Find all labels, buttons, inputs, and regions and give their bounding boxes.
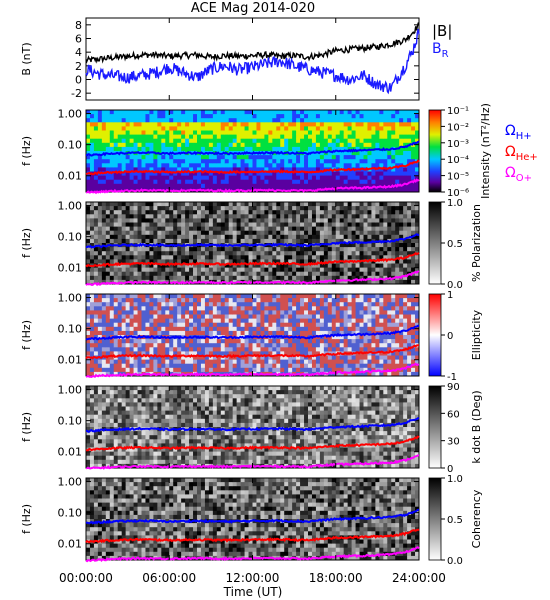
colorbar-tick-label: 10⁻³ <box>447 139 469 150</box>
freq-tick-label: 0.01 <box>58 354 83 367</box>
b-r-series-line <box>85 28 420 95</box>
colorbar-tick-label: 0.0 <box>447 556 463 567</box>
freq-tick-label: 0.10 <box>58 231 83 244</box>
b-ylabel-text: B (nT) <box>20 42 33 75</box>
colorbar-tick-label: 0 <box>447 331 453 342</box>
figure-title: ACE Mag 2014-020 <box>191 1 315 16</box>
time-tick-label: 18:00:00 <box>309 571 363 585</box>
kdotb-spectrogram <box>86 386 420 469</box>
intensity-spectrogram <box>86 110 420 193</box>
colorbar-tick-label: 10⁻⁵ <box>447 172 469 183</box>
legend-omega-o: ΩO+ <box>505 165 532 184</box>
spectrogram-ylabel: f (Hz) <box>20 504 33 534</box>
b-ytick-label: 2 <box>75 60 82 73</box>
x-axis-label: Time (UT) <box>223 585 283 599</box>
freq-tick-label: 0.01 <box>58 538 83 551</box>
freq-tick-label: 0.10 <box>58 507 83 520</box>
colorbar-tick-label: 0.5 <box>447 239 463 250</box>
spectrogram-ylabel: f (Hz) <box>20 136 33 166</box>
colorbar-tick-label: 1.0 <box>447 474 463 485</box>
colorbar-label: Ellipticity <box>470 309 483 360</box>
b-total-series-line <box>85 22 420 64</box>
b-ylabel: B (nT) <box>20 42 33 75</box>
intensity-colorbar <box>428 109 442 193</box>
legend-omega-he: ΩHe+ <box>505 144 538 163</box>
spectrogram-ylabel: f (Hz) <box>20 320 33 350</box>
colorbar-tick-label: 60 <box>447 409 460 420</box>
freq-tick-label: 0.10 <box>58 415 83 428</box>
colorbar-label: Coherency <box>470 489 483 548</box>
colorbar-tick-label: 1.0 <box>447 198 463 209</box>
gyrofreq-h-plus-line <box>85 508 420 525</box>
gyrofreq-he-plus-line <box>85 159 420 176</box>
freq-tick-label: 1.00 <box>58 292 83 305</box>
legend-omega-h: ΩH+ <box>505 123 532 142</box>
colorbar-tick-label: 10⁻¹ <box>447 106 469 117</box>
gyrofreq-he-plus-line <box>85 528 420 544</box>
colorbar-tick-label: 0.5 <box>447 515 463 526</box>
freq-tick-label: 0.01 <box>58 446 83 459</box>
b-ytick: -2 <box>71 87 419 100</box>
colorbar-tick-label: 10⁻² <box>447 122 469 133</box>
polarization-panel <box>85 201 442 285</box>
time-axis: 00:00:00 06:00:00 12:00:00 18:00:00 24:00:00 <box>59 18 446 585</box>
polarization-spectrogram <box>86 202 420 285</box>
colorbar-label: k dot B (Deg) <box>470 390 483 463</box>
b-ytick-label: 0 <box>75 74 82 87</box>
freq-tick-label: 0.01 <box>58 170 83 183</box>
gyrofreq-he-plus-line <box>85 344 420 360</box>
colorbar-tick-label: 90 <box>447 382 460 393</box>
gyrofreq-h-plus-line <box>85 233 420 249</box>
colorbar-label: % Polarization <box>470 204 483 282</box>
spectrogram-ylabel: f (Hz) <box>20 228 33 258</box>
b-ytick-label: -2 <box>71 87 82 100</box>
colorbar-tick-label: 30 <box>447 437 460 448</box>
freq-tick-label: 0.10 <box>58 323 83 336</box>
legend-b-total: |B| <box>432 22 452 40</box>
ellipticity-colorbar <box>428 293 442 377</box>
intensity-panel <box>85 109 442 193</box>
colorbar-tick-label: 10⁻⁶ <box>447 188 469 199</box>
spectrogram-labels: f (Hz)0.010.101.0010⁻⁶10⁻⁵10⁻⁴10⁻³10⁻²10… <box>20 103 492 567</box>
colorbar-tick-label: -1 <box>447 372 457 383</box>
b-ytick-label: 8 <box>75 19 82 32</box>
gyrofreq-h-plus-line <box>85 140 420 157</box>
colorbar-tick-label: 1 <box>447 290 453 301</box>
time-tick-label: 06:00:00 <box>142 571 196 585</box>
colorbar-label: Intensity (nT²/Hz) <box>479 103 492 199</box>
time-tick-label: 12:00:00 <box>226 571 280 585</box>
b-ytick: 0 <box>75 74 419 87</box>
coherency-spectrogram <box>86 478 420 561</box>
freq-tick-label: 0.01 <box>58 262 83 275</box>
b-panel-frame <box>85 17 420 101</box>
gyrofreq-he-plus-line <box>85 435 420 452</box>
legend-b-r: BR <box>432 41 449 60</box>
gyrofreq-h-plus-line <box>85 324 420 341</box>
spectrogram-ylabel: f (Hz) <box>20 412 33 442</box>
kdotb-colorbar <box>428 385 442 469</box>
freq-tick-label: 1.00 <box>58 108 83 121</box>
colorbar-tick-label: 10⁻⁴ <box>447 155 469 166</box>
freq-tick-label: 1.00 <box>58 200 83 213</box>
time-tick-label: 00:00:00 <box>59 571 113 585</box>
freq-tick-label: 1.00 <box>58 476 83 489</box>
freq-tick-label: 0.10 <box>58 139 83 152</box>
gyrofreq-he-plus-line <box>85 251 420 268</box>
gyrofreq-h-plus-line <box>85 417 420 433</box>
b-ytick-label: 6 <box>75 33 82 46</box>
coherency-panel <box>85 477 442 561</box>
colorbar-tick-label: 0.0 <box>447 280 463 291</box>
coherency-colorbar <box>428 477 442 561</box>
time-tick-label: 24:00:00 <box>392 571 446 585</box>
b-ytick-label: 4 <box>75 46 82 59</box>
b-ytick: 4 <box>75 46 419 59</box>
colorbar-tick-label: 0 <box>447 464 453 475</box>
freq-tick-label: 1.00 <box>58 384 83 397</box>
polarization-colorbar <box>428 201 442 285</box>
